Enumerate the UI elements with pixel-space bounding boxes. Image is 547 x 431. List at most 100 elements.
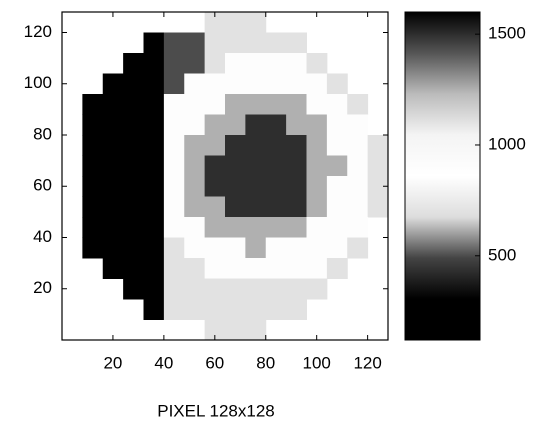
cell: [102, 176, 124, 197]
cell: [265, 258, 287, 279]
cell: [82, 114, 104, 136]
cell: [306, 73, 328, 95]
cell: [347, 155, 369, 177]
cell: [143, 53, 165, 74]
cell: [326, 237, 348, 259]
cell: [123, 53, 144, 74]
cell: [245, 299, 267, 320]
cell: [326, 258, 348, 279]
cell: [265, 196, 287, 218]
cell: [143, 32, 165, 54]
cell: [367, 155, 389, 177]
cell: [326, 135, 348, 156]
cell: [204, 299, 226, 320]
cell: [286, 176, 307, 197]
cell: [265, 135, 287, 156]
cell: [225, 299, 246, 320]
cell: [286, 196, 307, 218]
cell: [143, 258, 165, 279]
cell: [286, 278, 307, 300]
cell: [286, 155, 307, 177]
cell: [102, 94, 124, 115]
cell: [265, 32, 287, 54]
cell: [163, 278, 185, 300]
cell: [163, 217, 185, 238]
cell: [204, 94, 226, 115]
cell: [123, 237, 144, 259]
y-tick-label: 80: [33, 124, 52, 143]
cell: [265, 114, 287, 136]
cell: [204, 53, 226, 74]
cell: [184, 176, 206, 197]
cell: [245, 196, 267, 218]
plot-frame: [61, 11, 389, 341]
cell: [245, 237, 267, 259]
cell: [306, 278, 328, 300]
cell: [306, 94, 328, 115]
y-tick-label: 20: [33, 278, 52, 297]
y-tick-label: 100: [24, 73, 52, 92]
cell: [265, 278, 287, 300]
cell: [204, 32, 226, 54]
cell: [225, 237, 246, 259]
cell: [123, 278, 144, 300]
cell: [143, 237, 165, 259]
cell: [306, 135, 328, 156]
cell: [184, 217, 206, 238]
cell: [265, 217, 287, 238]
cell: [286, 217, 307, 238]
cell: [123, 135, 144, 156]
cell: [204, 217, 226, 238]
cell: [143, 196, 165, 218]
cell: [184, 135, 206, 156]
cell: [245, 12, 267, 33]
cell: [102, 196, 124, 218]
cell: [347, 196, 369, 218]
cell: [204, 176, 226, 197]
cell: [286, 135, 307, 156]
cell: [204, 278, 226, 300]
cell: [143, 94, 165, 115]
x-tick-label: 100: [303, 353, 331, 372]
y-tick-label: 120: [24, 22, 52, 41]
cell: [347, 94, 369, 115]
cell: [286, 53, 307, 74]
cell: [123, 155, 144, 177]
cell: [326, 94, 348, 115]
cell: [245, 155, 267, 177]
cell: [265, 299, 287, 320]
cell: [184, 258, 206, 279]
cell: [286, 114, 307, 136]
x-tick-label: 20: [103, 353, 122, 372]
cell: [245, 73, 267, 95]
cell: [367, 135, 389, 156]
cell: [184, 299, 206, 320]
cell: [184, 114, 206, 136]
cell: [245, 135, 267, 156]
cell: [225, 94, 246, 115]
colorbar-tick-label: 500: [488, 245, 516, 264]
cell: [123, 114, 144, 136]
cell: [225, 12, 246, 33]
x-axis-label: PIXEL 128x128: [157, 401, 275, 420]
colorbar-tick-label: 1000: [488, 134, 526, 153]
cell: [225, 217, 246, 238]
cell: [286, 299, 307, 320]
cell: [163, 73, 185, 95]
cell: [347, 237, 369, 259]
cell: [306, 176, 328, 197]
cell: [123, 217, 144, 238]
cell: [204, 73, 226, 95]
cell: [184, 73, 206, 95]
cell: [163, 94, 185, 115]
cell: [286, 32, 307, 54]
cell: [265, 94, 287, 115]
cell: [143, 217, 165, 238]
cell: [225, 258, 246, 279]
cell: [102, 135, 124, 156]
y-tick-label: 40: [33, 227, 52, 246]
cell: [102, 217, 124, 238]
cell: [286, 258, 307, 279]
cell: [286, 237, 307, 259]
cell: [367, 176, 389, 197]
